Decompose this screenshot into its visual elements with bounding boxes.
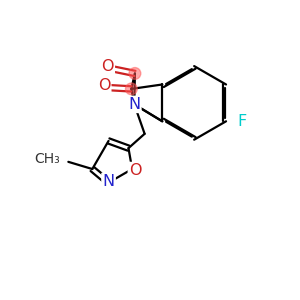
Text: O: O <box>129 163 141 178</box>
Text: O: O <box>101 59 114 74</box>
Text: N: N <box>128 97 140 112</box>
Circle shape <box>129 68 141 79</box>
Text: F: F <box>238 114 247 129</box>
Circle shape <box>125 83 137 95</box>
Text: N: N <box>103 174 115 189</box>
Text: CH₃: CH₃ <box>34 152 59 166</box>
Text: O: O <box>98 79 110 94</box>
